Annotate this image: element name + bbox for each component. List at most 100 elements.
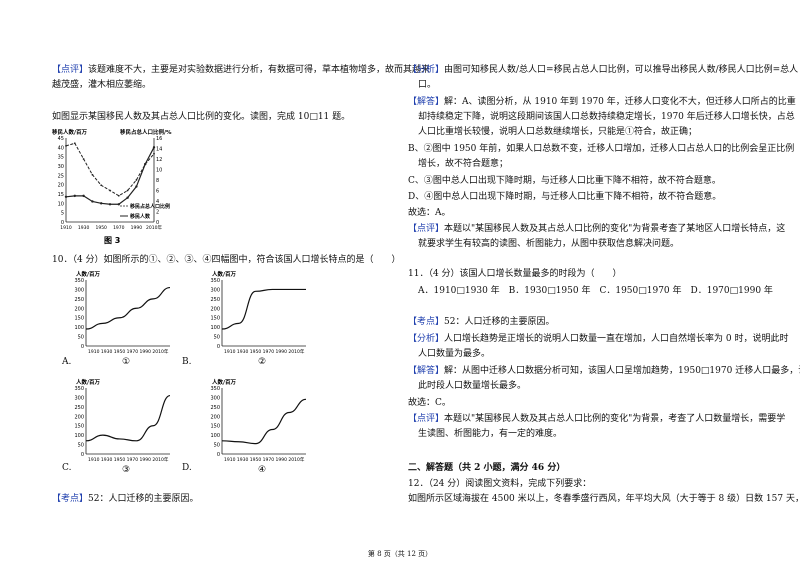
- fig3-ratio-point: [109, 189, 111, 192]
- fig3-right-tick: 14: [156, 147, 162, 153]
- option-d: D.: [182, 463, 192, 473]
- question-12-text: 如图所示区域海拔在 4500 米以上，冬春季盛行西风，年平均大风（大于等于 8 …: [408, 494, 800, 504]
- mini-x-ticks: 1910 1930 1950 1970 1990 2010年: [224, 348, 305, 355]
- legend-ratio: 移民占总人口比例: [130, 203, 170, 210]
- fig3-count-point: [108, 203, 112, 206]
- fenxi2-text: 人口增长趋势是正增长的说明人口数量一直在增加，人口自然增长率为 0 时，说明此时: [444, 334, 789, 344]
- fig3-x-tick: 1910: [60, 225, 72, 231]
- dianping-tag: 【点评】: [408, 224, 445, 234]
- mini-y-tick: 50: [214, 335, 220, 341]
- mini-y-tick: 250: [210, 405, 220, 411]
- mini-chart-number: ②: [258, 357, 266, 367]
- fig3-ratio-point: [100, 184, 103, 187]
- fig3-count-point: [64, 195, 68, 198]
- section-heading: 二、解答题（共 2 小题，满分 46 分）: [408, 463, 566, 473]
- mini-y-tick: 200: [210, 414, 220, 420]
- mini-y-tick: 250: [74, 405, 84, 411]
- mini-y-tick: 250: [210, 297, 220, 303]
- fig3-ratio-point: [135, 179, 138, 181]
- fig3-left-tick: 30: [58, 164, 64, 170]
- mini-series-line: [85, 394, 171, 442]
- mini-y-tick: 0: [81, 452, 84, 458]
- fig3-count-point: [100, 202, 103, 205]
- mini-y-tick: 0: [217, 452, 220, 458]
- mini-chart-number: ①: [122, 357, 130, 367]
- fig3-ratio-point: [144, 163, 147, 166]
- fig3-right-tick: 0: [156, 220, 159, 226]
- mini-y-tick: 100: [74, 433, 84, 439]
- fig3-ylabel-right: 移民占总人口比例/%: [120, 128, 172, 136]
- option-c-analysis: C、③图中总人口出现下降时期，与迁移人口比重下降不相符，故不符合题意。: [408, 176, 721, 186]
- mini-y-tick: 50: [78, 443, 84, 449]
- fig3-right-tick: 6: [156, 189, 159, 195]
- option-a: A.: [62, 357, 72, 367]
- mini-y-tick: 350: [210, 386, 220, 392]
- fig3-right-tick: 16: [156, 136, 162, 142]
- fenxi-line: 【分析】由图可知移民人数/总人口=移民占总人口比例，可以推导出移民人数/移民人口…: [408, 64, 798, 76]
- mini-series-line: [85, 286, 171, 330]
- answer-10: 故选：A。: [408, 208, 451, 218]
- jieda2-text: 解：从图中迁移人口数据分析可知，该国人口呈增加趋势，1950□1970 迁移人口…: [444, 366, 800, 376]
- fig3-right-tick: 12: [156, 157, 162, 163]
- option-c: C.: [62, 463, 72, 473]
- review-line-2: 越茂盛，灌木相应萎缩。: [52, 80, 152, 90]
- mini-x-ticks: 1910 1930 1950 1970 1990 2010年: [88, 348, 169, 355]
- fig3-ratio-point: [117, 194, 120, 197]
- dianping2-text: 本题以"某国移民人数及其占总人口比例的变化"为背景，考查了人口数量增长，需要学: [444, 414, 786, 424]
- fenxi-tag: 【分析】: [408, 65, 445, 75]
- review-line: 【点评】该题难度不大，主要是对实验数据进行分析，有数据可得，草本植物增多，故而其…: [52, 64, 430, 76]
- mini-y-tick: 0: [81, 344, 84, 350]
- jieda-line: 【解答】解：A、读图分析，从 1910 年到 1970 年，迁移人口变化不大，但…: [408, 96, 796, 108]
- mini-y-tick: 100: [210, 433, 220, 439]
- fenxi2-tag: 【分析】: [408, 334, 445, 344]
- jieda2-line-2: 此时段人口数量增长最多。: [418, 381, 527, 391]
- fig3-x-tick: 1970: [113, 225, 125, 231]
- mini-chart-number: ③: [122, 465, 130, 475]
- fig3-ratio-line: [65, 142, 155, 197]
- kaodian-text: 52：人口迁移的主要原因。: [88, 494, 199, 504]
- review-tag: 【点评】: [52, 65, 89, 75]
- mini-ylabel: 人数/百万: [212, 378, 237, 386]
- fig3-right-tick: 2: [156, 210, 159, 216]
- fig3-x-tick: 1930: [78, 225, 90, 231]
- mini-y-tick: 150: [74, 424, 84, 430]
- dianping2-line: 【点评】本题以"某国移民人数及其占总人口比例的变化"为背景，考查了人口数量增长，…: [408, 413, 785, 425]
- jieda-text: 解：A、读图分析，从 1910 年到 1970 年，迁移人口变化不大，但迁移人口…: [444, 97, 796, 107]
- mini-series-line: [221, 288, 306, 330]
- mini-x-ticks: 1910 1930 1950 1970 1990 2010年: [224, 456, 305, 463]
- fig3-ratio-point: [73, 142, 76, 145]
- jieda-line-2: 却持续稳定下降，说明这段期间该国人口总数持续稳定增长，1970 年后迁移人口增长…: [418, 112, 795, 122]
- question-12: 12．（24 分）阅读图文资料，完成下列要求：: [408, 479, 592, 489]
- mini-y-tick: 0: [217, 344, 220, 350]
- jieda2-tag: 【解答】: [408, 366, 445, 376]
- fenxi2-line: 【分析】人口增长趋势是正增长的说明人口数量一直在增加，人口自然增长率为 0 时，…: [408, 333, 788, 345]
- mini-ylabel: 人数/百万: [212, 270, 237, 278]
- review-text: 该题难度不大，主要是对实验数据进行分析，有数据可得，草本植物增多，故而其越来: [88, 65, 431, 75]
- fig3-right-tick: 10: [156, 168, 162, 174]
- dianping-text: 本题以"某国移民人数及其占总人口比例的变化"为背景考查了某地区人口增长特点，这: [444, 224, 786, 234]
- mini-chart-number: ④: [258, 465, 266, 475]
- fig3-ratio-point: [153, 152, 155, 155]
- fig3-caption: 图 3: [104, 236, 120, 245]
- question-11: 11．（4 分）该国人口增长数量最多的时段为（ ）: [408, 269, 622, 279]
- fig3-left-tick: 25: [58, 173, 64, 179]
- option-b: B.: [182, 357, 192, 367]
- question-11-options: A．1910□1930 年 B．1930□1950 年 C．1950□1970 …: [418, 286, 773, 296]
- fig3-left-tick: 45: [58, 136, 64, 142]
- fig3-ratio-point: [91, 173, 94, 176]
- legend-count: 移民人数: [130, 213, 151, 220]
- mini-y-tick: 300: [74, 287, 84, 293]
- fig3-ratio-point: [82, 158, 85, 160]
- kaodian2-tag: 【考点】: [408, 317, 445, 327]
- fig3-x-tick: 2010年: [146, 224, 162, 231]
- fig3-ratio-point: [65, 144, 67, 147]
- mini-y-tick: 300: [210, 395, 220, 401]
- question-10: 10．（4 分）如图所示的①、②、③、④四幅图中，符合该国人口增长特点的是（ ）: [52, 255, 401, 265]
- jieda2-line: 【解答】解：从图中迁移人口数据分析可知，该国人口呈增加趋势，1950□1970 …: [408, 365, 800, 377]
- fig3-count-point: [126, 196, 129, 199]
- fig3-count-point: [82, 194, 85, 198]
